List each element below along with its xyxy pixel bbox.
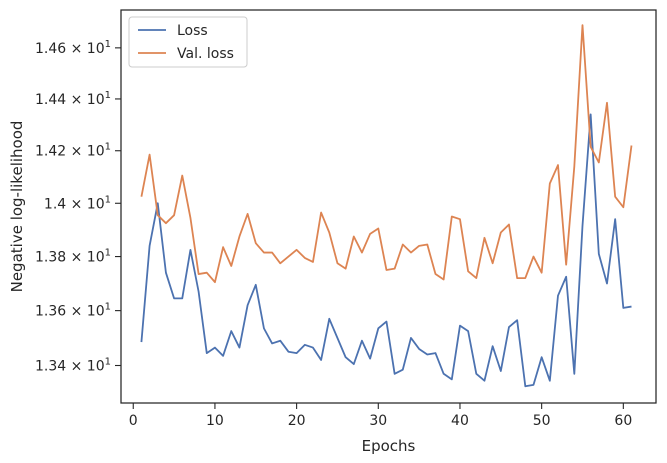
series-line-1 [140, 113, 632, 388]
x-tick-label: 60 [614, 413, 632, 429]
y-tick-label: 1.44 × 101 [35, 90, 111, 108]
x-axis: 0 10 20 30 40 50 60 [129, 403, 632, 429]
y-tick-label: 1.38 × 101 [35, 248, 111, 266]
x-tick-label: 0 [129, 413, 138, 429]
x-tick-label: 30 [369, 413, 387, 429]
y-axis: 1.34 × 101 1.36 × 101 1.38 × 101 1.4 × 101 1… [35, 39, 121, 374]
series-layer [140, 24, 633, 388]
legend-label: Val. loss [177, 46, 234, 62]
x-axis-label: Epochs [362, 437, 416, 455]
y-tick-label: 1.36 × 101 [35, 302, 111, 320]
series-line-2 [140, 24, 633, 284]
legend: Loss Val. loss [128, 16, 248, 68]
y-tick-label: 1.4 × 101 [44, 194, 111, 212]
x-tick-label: 40 [451, 413, 469, 429]
x-tick-label: 10 [206, 413, 224, 429]
legend-label: Loss [177, 23, 208, 39]
plot-frame [120, 9, 657, 404]
y-tick-label: 1.34 × 101 [35, 356, 111, 374]
x-tick-label: 50 [533, 413, 551, 429]
y-tick-label: 1.42 × 101 [35, 142, 111, 160]
y-tick-label: 1.46 × 101 [35, 39, 111, 57]
y-axis-label: Negative log-likelihood [8, 121, 26, 293]
x-tick-label: 20 [288, 413, 306, 429]
